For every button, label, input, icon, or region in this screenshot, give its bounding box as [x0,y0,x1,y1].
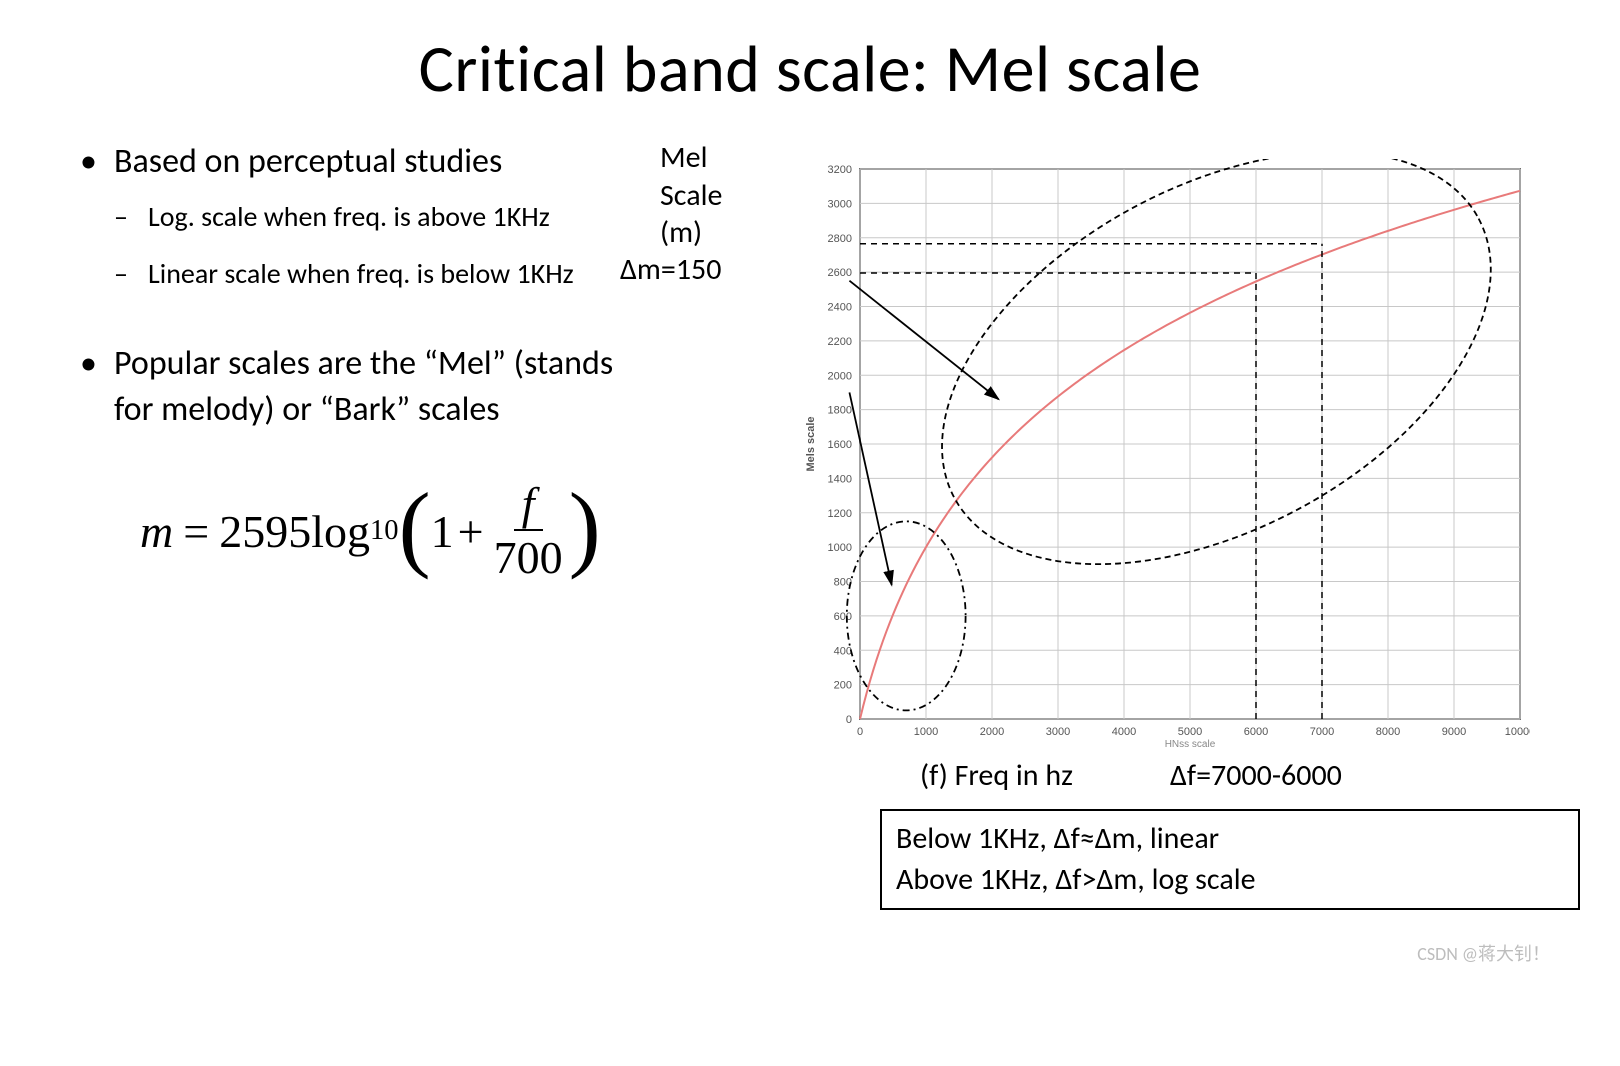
caption-l2: Above 1KHz, Δf>Δm, log scale [896,860,1564,901]
bullet-2-text: Popular scales are the “Mel” (stands for… [114,343,613,430]
formula-eq: = [183,505,209,558]
ylabel-l2: Scale [660,177,722,215]
svg-text:1400: 1400 [828,473,852,485]
ylabel-l3: (m) [660,214,722,252]
svg-text:2200: 2200 [828,336,852,348]
svg-text:10000: 10000 [1505,726,1530,738]
x-axis-label: (f) Freq in hz [920,757,1073,794]
sub-1a: Log. scale when freq. is above 1KHz [114,197,640,236]
bullet-2: Popular scales are the “Mel” (stands for… [80,341,640,433]
formula-plus: + [458,505,484,558]
svg-text:5000: 5000 [1178,726,1202,738]
formula-func: log [311,505,370,558]
caption-l1: Below 1KHz, Δf≈Δm, linear [896,819,1564,860]
bullet-1-text: Based on perceptual studies [114,141,502,182]
formula-num: f [514,481,543,531]
svg-text:4000: 4000 [1112,726,1136,738]
svg-text:7000: 7000 [1310,726,1334,738]
svg-text:600: 600 [834,611,852,623]
svg-text:1000: 1000 [828,542,852,554]
svg-text:8000: 8000 [1376,726,1400,738]
svg-text:1800: 1800 [828,405,852,417]
svg-text:200: 200 [834,680,852,692]
svg-text:2800: 2800 [828,233,852,245]
mel-formula: m = 2595 log 10 ( 1 + f 700 ) [140,481,640,581]
formula-coef: 2595 [219,505,311,558]
sub-1b: Linear scale when freq. is below 1KHz [114,254,640,293]
ylabel-l1: Mel [660,139,722,177]
delta-m-label: Δm=150 [620,251,721,288]
formula-frac: f 700 [494,481,563,581]
sub-list-1: Log. scale when freq. is above 1KHz Line… [114,197,640,293]
svg-text:Mels scale: Mels scale [805,416,817,471]
svg-text:2600: 2600 [828,267,852,279]
svg-text:2000: 2000 [828,370,852,382]
svg-text:2400: 2400 [828,302,852,314]
content-row: Based on perceptual studies Log. scale w… [0,109,1620,581]
formula-lhs: m [140,505,173,558]
svg-text:3000: 3000 [1046,726,1070,738]
formula-one: 1 [431,505,454,558]
slide-title: Critical band scale: Mel scale [0,0,1620,109]
svg-text:HNss scale: HNss scale [1165,739,1216,749]
caption-box: Below 1KHz, Δf≈Δm, linear Above 1KHz, Δf… [880,809,1580,910]
svg-text:0: 0 [857,726,863,738]
svg-text:9000: 9000 [1442,726,1466,738]
bullet-list: Based on perceptual studies Log. scale w… [80,139,640,433]
svg-text:2000: 2000 [980,726,1004,738]
formula-den: 700 [494,531,563,581]
svg-text:3200: 3200 [828,164,852,176]
chart-svg: 0100020003000400050006000700080009000100… [800,159,1530,749]
y-axis-label: Mel Scale (m) [660,139,722,252]
bullet-1: Based on perceptual studies Log. scale w… [80,139,640,293]
delta-f-label: Δf=7000-6000 [1170,757,1342,794]
watermark: CSDN @蒋大钊！ [1417,940,1550,966]
left-column: Based on perceptual studies Log. scale w… [80,139,640,581]
svg-text:0: 0 [846,714,852,726]
svg-text:6000: 6000 [1244,726,1268,738]
svg-text:3000: 3000 [828,198,852,210]
svg-text:1000: 1000 [914,726,938,738]
formula-sub: 10 [370,515,399,547]
svg-text:1600: 1600 [828,439,852,451]
svg-text:400: 400 [834,645,852,657]
svg-text:1200: 1200 [828,508,852,520]
mel-chart: 0100020003000400050006000700080009000100… [800,159,1530,749]
right-column: Mel Scale (m) Δm=150 0100020003000400050… [640,139,1580,581]
